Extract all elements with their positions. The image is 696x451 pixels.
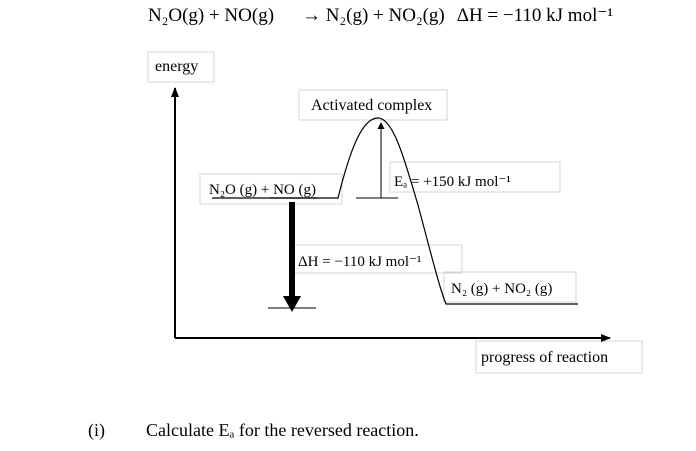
equation-arrow: → xyxy=(302,5,322,26)
question-number: (i) xyxy=(88,420,105,440)
enthalpy-change-label: ΔH = −110 kJ mol⁻¹ xyxy=(298,254,421,270)
activated-complex-box xyxy=(298,89,448,121)
equation-reactants: N₂O(g) + NO(g) xyxy=(148,5,275,26)
equation-enthalpy: ΔH = −110 kJ mol⁻¹ xyxy=(456,5,614,26)
products-label-box xyxy=(443,271,577,303)
products-label: N₂ (g) + NO₂ (g) xyxy=(451,281,552,297)
reactants-label-box xyxy=(199,173,343,205)
energy-profile-curve xyxy=(212,117,578,305)
dh-arrowhead xyxy=(283,296,301,312)
reaction-equation: N₂O(g) + NO(g) → N₂(g) + NO₂(g) ΔH = −110 … xyxy=(148,4,613,27)
x-axis-label: progress of reaction xyxy=(481,349,608,366)
reactants-label: N₂O (g) + NO (g) xyxy=(209,182,316,198)
ea-label-box xyxy=(389,161,561,193)
y-axis-label: energy xyxy=(155,58,198,75)
activated-complex-label: Activated complex xyxy=(311,97,432,114)
x-axis-label-box xyxy=(475,340,643,374)
question-text: Calculate Eₐ for the reversed reaction. xyxy=(146,420,419,440)
activation-energy-label: Eₐ = +150 kJ mol⁻¹ xyxy=(394,174,511,190)
energy-label-box xyxy=(147,51,215,83)
equation-products: N₂(g) + NO₂(g) xyxy=(325,5,445,26)
